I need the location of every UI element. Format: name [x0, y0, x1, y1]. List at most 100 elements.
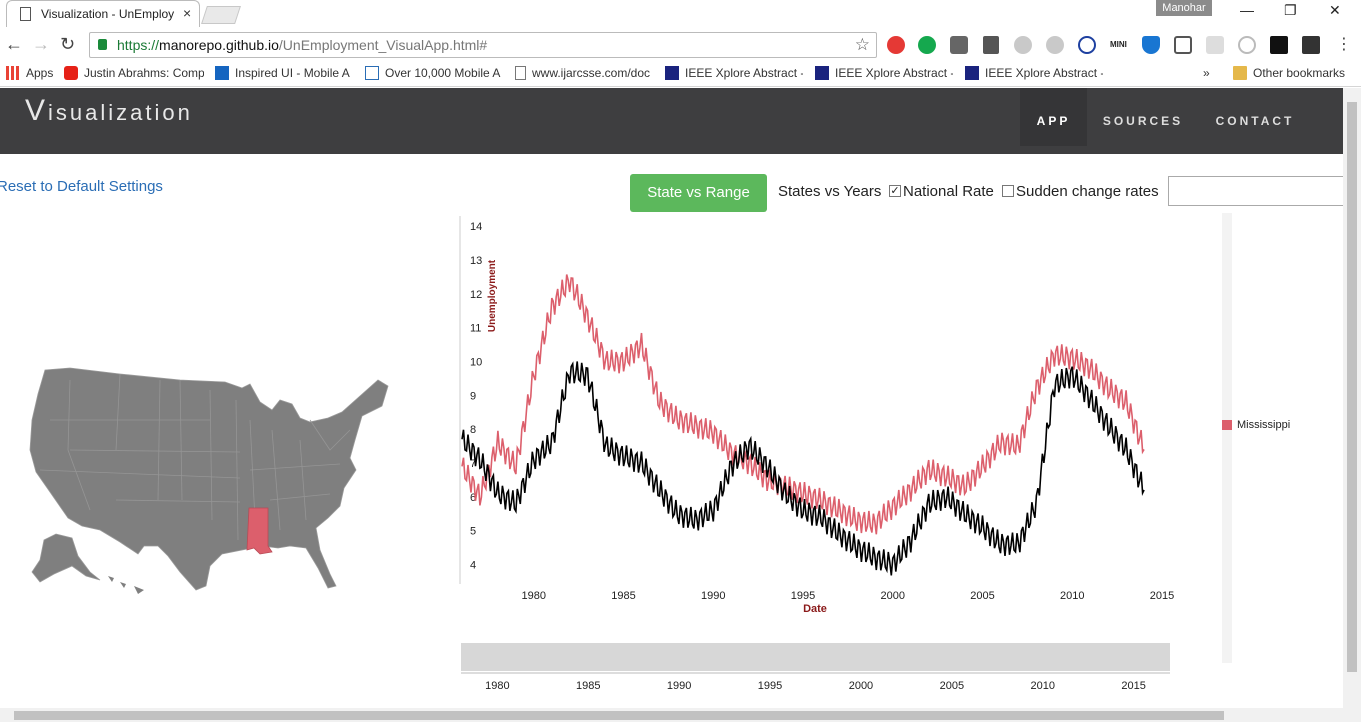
x-tick-label: 1985 — [611, 590, 635, 602]
address-bar[interactable]: https://manorepo.github.io/UnEmployment_… — [89, 32, 877, 58]
nav-contact[interactable]: CONTACT — [1215, 114, 1295, 128]
bookmark-label: www.ijarcsse.com/doc — [532, 66, 651, 80]
back-icon[interactable]: ← — [5, 34, 23, 54]
url-path: /UnEmployment_VisualApp.html# — [278, 37, 488, 53]
jb-extension-icon[interactable] — [1270, 36, 1288, 54]
map-hawaii[interactable] — [108, 576, 144, 594]
opera-extension-icon[interactable] — [887, 36, 905, 54]
bookmark-label: Inspired UI - Mobile A — [235, 66, 350, 80]
bookmark-item[interactable]: www.ijarcsse.com/doc — [515, 66, 655, 82]
national-rate-checkbox[interactable]: ✓ — [889, 185, 901, 197]
map-alaska[interactable] — [31, 533, 101, 583]
audio-extension-icon[interactable] — [950, 36, 968, 54]
window-close-icon[interactable]: ✕ — [1329, 2, 1341, 18]
shield-extension-icon[interactable] — [1142, 36, 1160, 54]
other-bookmarks[interactable]: Other bookmarks — [1233, 66, 1353, 82]
minimize-icon[interactable]: — — [1240, 2, 1254, 18]
ieee-icon — [965, 66, 979, 80]
x-axis-label: Date — [803, 603, 827, 615]
url-text: https://manorepo.github.io/UnEmployment_… — [117, 37, 487, 53]
bookmark-item[interactable]: Over 10,000 Mobile A — [365, 66, 501, 82]
horizontal-scroll-thumb[interactable] — [14, 711, 1224, 720]
map-state-mississippi[interactable] — [246, 507, 273, 555]
browser-tab-bar: Visualization - UnEmploy × Manohar — ❐ ✕ — [0, 0, 1361, 29]
brand-logo[interactable]: Visualization — [25, 94, 193, 128]
bookmark-apps[interactable]: Apps — [6, 66, 58, 82]
bookmarks-bar: Apps Justin Abrahms: Comp Inspired UI - … — [0, 62, 1361, 87]
forward-icon[interactable]: → — [32, 34, 50, 54]
vertical-scroll-thumb[interactable] — [1347, 102, 1357, 672]
brush-tick-label: 1980 — [485, 680, 509, 692]
bookmark-label: IEEE Xplore Abstract - — [685, 66, 803, 80]
new-tab-button[interactable] — [201, 6, 241, 24]
state-search-input[interactable] — [1168, 176, 1344, 206]
bookmark-item[interactable]: IEEE Xplore Abstract - — [815, 66, 953, 82]
y-tick-label: 7 — [470, 458, 476, 470]
vertical-scrollbar[interactable] — [1343, 88, 1361, 708]
url-scheme: https:// — [117, 37, 160, 53]
brush-tick-label: 2005 — [940, 680, 964, 692]
brush-tick-label: 2000 — [849, 680, 873, 692]
doc-icon — [515, 66, 526, 80]
map-lower48[interactable] — [29, 367, 389, 591]
bookmarks-overflow-button[interactable]: » — [1203, 66, 1210, 80]
bookmark-item[interactable]: IEEE Xplore Abstract - — [665, 66, 803, 82]
mini-extension-icon[interactable]: MINI — [1110, 36, 1128, 54]
nav-sources[interactable]: SOURCES — [1102, 114, 1184, 128]
x-tick-label: 2015 — [1150, 590, 1174, 602]
y-axis: 4 5 6 7 8 9 10 11 12 13 14 — [459, 216, 482, 584]
browser-tab[interactable]: Visualization - UnEmploy × — [6, 0, 200, 27]
bookmark-item[interactable]: Justin Abrahms: Comp — [64, 66, 204, 82]
eyedropper-extension-icon[interactable] — [983, 36, 999, 54]
restore-icon[interactable]: ❐ — [1284, 2, 1297, 18]
youtube-icon — [64, 66, 78, 80]
unemployment-line-chart: 4 5 6 7 8 9 10 11 12 13 14 1980 1985 1990 1995 2000 200… — [459, 216, 1175, 615]
brush-tick-label: 2015 — [1121, 680, 1145, 692]
ieee-icon — [665, 66, 679, 80]
apps-grid-icon — [6, 66, 20, 80]
folder-icon — [1233, 66, 1247, 80]
bookmark-item[interactable]: Inspired UI - Mobile A — [215, 66, 355, 82]
other-bookmarks-label: Other bookmarks — [1253, 66, 1346, 80]
legend-label-mississippi[interactable]: Mississippi — [1237, 419, 1291, 431]
brand-rest: isualization — [48, 100, 193, 125]
y-tick-label: 5 — [470, 526, 476, 538]
site-navbar: Visualization APP SOURCES CONTACT — [0, 88, 1343, 154]
y-tick-label: 14 — [470, 221, 482, 233]
grammarly-extension-icon[interactable] — [918, 36, 936, 54]
range-brush[interactable] — [461, 643, 1170, 671]
menu-dots-icon[interactable]: ⋮ — [1336, 36, 1352, 53]
chart-series — [461, 274, 1145, 576]
circle-extension-icon[interactable] — [1238, 36, 1256, 54]
skype-extension-icon[interactable] — [1014, 36, 1032, 54]
browser-toolbar: ← → ↻ https://manorepo.github.io/UnEmplo… — [0, 29, 1361, 62]
film-extension-icon[interactable] — [1302, 36, 1320, 54]
m-extension-icon[interactable] — [1046, 36, 1064, 54]
y-tick-label: 9 — [470, 390, 476, 402]
legend-swatch-mississippi — [1222, 420, 1232, 430]
nav-app[interactable]: APP — [1020, 88, 1087, 146]
states-vs-years-label[interactable]: States vs Years — [778, 183, 882, 200]
y-tick-label: 6 — [470, 492, 476, 504]
cast-icon[interactable] — [1174, 36, 1192, 54]
bookmark-label: Over 10,000 Mobile A — [385, 66, 501, 80]
horizontal-scrollbar[interactable] — [0, 708, 1361, 722]
lock-icon — [98, 39, 107, 50]
reload-icon[interactable]: ↻ — [60, 34, 76, 54]
extension-icon[interactable] — [1206, 36, 1224, 54]
bookmark-star-icon[interactable]: ☆ — [854, 35, 870, 54]
tab-close-icon[interactable]: × — [183, 5, 192, 21]
y-tick-label: 8 — [470, 424, 476, 436]
y-tick-label: 4 — [470, 559, 476, 571]
reset-defaults-link[interactable]: Reset to Default Settings — [0, 178, 163, 195]
x-axis: 1980 1985 1990 1995 2000 2005 2010 2015 — [522, 590, 1175, 602]
profile-badge[interactable]: Manohar — [1156, 0, 1212, 16]
sudden-change-checkbox[interactable] — [1002, 185, 1014, 197]
national-rate-label: National Rate — [903, 183, 994, 200]
brush-axis: 1980 1985 1990 1995 2000 2005 2010 2015 — [461, 672, 1170, 692]
bookmark-item[interactable]: IEEE Xplore Abstract - — [965, 66, 1103, 82]
play-extension-icon[interactable] — [1078, 36, 1096, 54]
bookmark-label: IEEE Xplore Abstract - — [835, 66, 953, 80]
state-vs-range-button[interactable]: State vs Range — [630, 174, 767, 212]
y-tick-label: 10 — [470, 356, 482, 368]
